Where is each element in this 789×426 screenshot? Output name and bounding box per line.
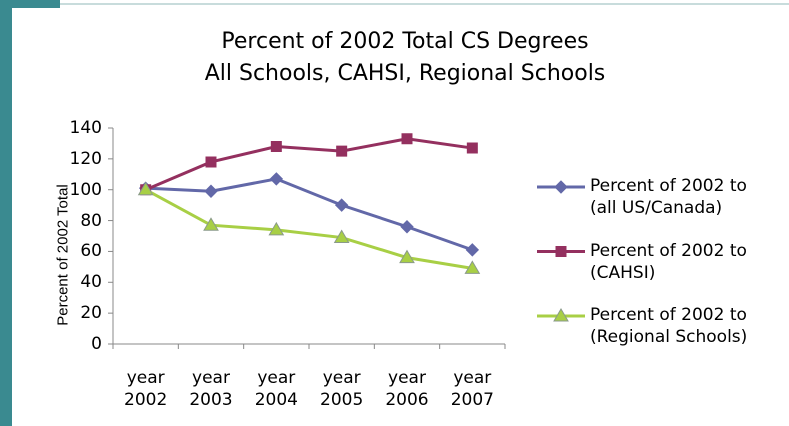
y-tick-label: 100 — [69, 179, 102, 200]
x-tick-label: year 2007 — [450, 368, 494, 410]
side-bar — [0, 0, 12, 426]
square-marker — [555, 246, 567, 257]
triangle-marker — [399, 249, 415, 264]
y-tick-label: 140 — [69, 118, 102, 138]
legend-label: Percent of 2002 to (all US/Canada) — [590, 176, 747, 218]
square-marker — [270, 141, 282, 153]
series-line — [144, 188, 473, 270]
triangle-marker — [333, 229, 350, 244]
diamond-marker — [400, 220, 414, 234]
x-tick-label: year 2004 — [254, 368, 298, 410]
x-tick-label: year 2005 — [320, 368, 364, 410]
square-marker — [466, 142, 478, 154]
legend-label: Percent of 2002 to (CAHSI) — [590, 240, 747, 283]
series-line — [145, 177, 473, 252]
triangle-marker — [203, 217, 219, 231]
chart-title: Percent of 2002 Total CS Degrees All Sch… — [204, 29, 606, 86]
y-tick-label: 40 — [80, 272, 102, 293]
diamond-marker — [465, 243, 480, 257]
diamond-marker — [334, 198, 349, 212]
x-tick-label: year 2002 — [124, 368, 168, 410]
diamond-marker — [269, 172, 284, 186]
y-tick-label: 120 — [69, 148, 102, 169]
diamond-marker — [204, 184, 218, 198]
y-tick-label: 60 — [80, 241, 102, 262]
y-tick-label: 80 — [80, 210, 102, 231]
x-tick-label: year 2003 — [189, 368, 233, 410]
diamond-marker — [554, 180, 568, 194]
triangle-marker — [464, 260, 481, 274]
square-marker — [336, 145, 348, 157]
square-marker — [401, 133, 413, 145]
triangle-marker — [553, 308, 569, 322]
legend-label: Percent of 2002 to (Regional Schools) — [590, 305, 748, 347]
square-marker — [205, 156, 217, 168]
corner-bar — [0, 0, 60, 8]
triangle-marker — [268, 221, 285, 236]
series-line — [145, 137, 473, 192]
y-tick-label: 0 — [91, 334, 102, 354]
triangle-marker — [137, 181, 154, 196]
y-tick-label: 20 — [80, 303, 102, 324]
x-tick-label: year 2006 — [385, 368, 429, 410]
title-box: Percent of 2002 Total CS Degrees All Sch… — [100, 26, 641, 96]
